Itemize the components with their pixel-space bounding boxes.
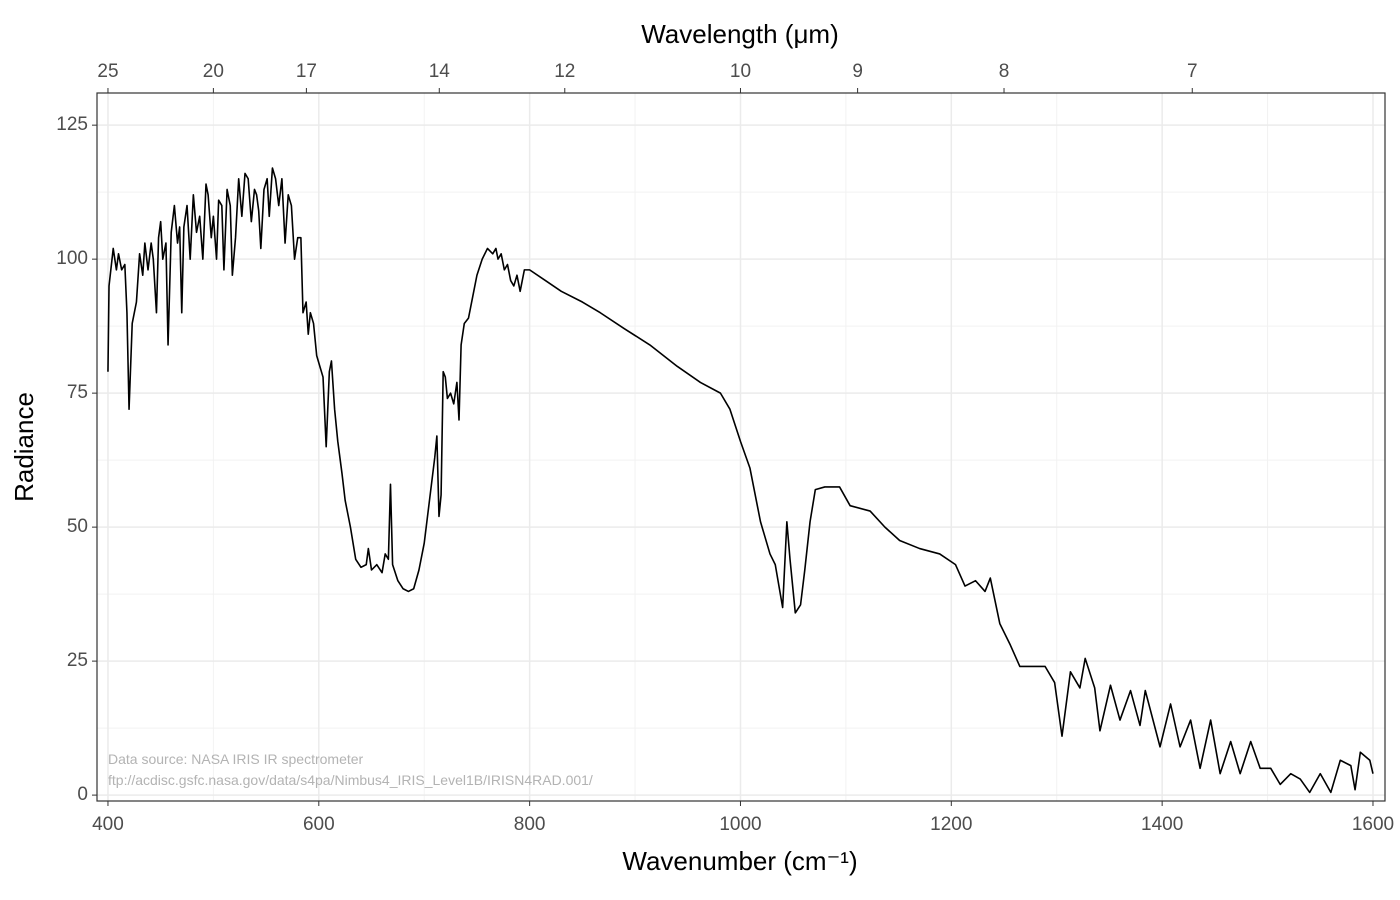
y-tick-label: 0	[77, 784, 88, 805]
y-axis-title: Radiance	[9, 392, 39, 502]
y-tick-label: 50	[67, 516, 88, 537]
x2-tick-label: 25	[97, 61, 118, 82]
x2-tick-label: 7	[1187, 61, 1198, 82]
x2-tick-label: 9	[852, 61, 863, 82]
x2-tick-label: 14	[429, 61, 451, 82]
y-tick-label: 125	[56, 114, 88, 135]
x2-tick-label: 8	[999, 61, 1010, 82]
x-tick-label: 600	[303, 814, 335, 835]
y-tick-label: 100	[56, 248, 88, 269]
x2-tick-label: 12	[554, 61, 575, 82]
x2-tick-label: 20	[203, 61, 224, 82]
x-tick-label: 400	[92, 814, 124, 835]
annotation: Data source: NASA IRIS IR spectrometer	[108, 751, 364, 767]
x-tick-label: 1000	[719, 814, 761, 835]
x2-axis-title: Wavelength (μm)	[641, 19, 839, 49]
y-tick-label: 25	[67, 650, 88, 671]
x-tick-label: 800	[514, 814, 546, 835]
x2-tick-label: 10	[730, 61, 751, 82]
x-tick-label: 1600	[1352, 814, 1394, 835]
annotation: ftp://acdisc.gsfc.nasa.gov/data/s4pa/Nim…	[108, 772, 593, 788]
x2-tick-label: 17	[296, 61, 317, 82]
x-tick-label: 1200	[930, 814, 972, 835]
x-tick-label: 1400	[1141, 814, 1183, 835]
y-tick-label: 75	[67, 382, 88, 403]
panel-border	[96, 92, 1386, 802]
x-axis-title: Wavenumber (cm⁻¹)	[622, 846, 857, 876]
spectrum-line	[107, 167, 1374, 794]
